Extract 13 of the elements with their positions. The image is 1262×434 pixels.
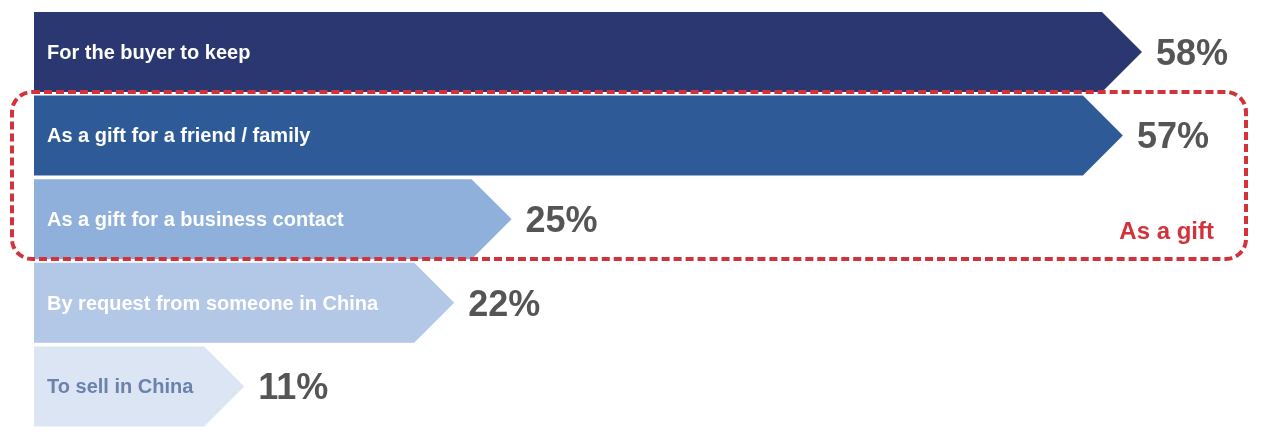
data-label: 25% (525, 198, 598, 240)
y-tick-label: By request from someone in China (47, 291, 380, 314)
data-label: 22% (468, 282, 541, 324)
y-tick-label: As a gift for a business contact (47, 208, 345, 230)
data-label: 57% (1136, 115, 1209, 157)
y-tick-label: As a gift for a friend / family (47, 124, 312, 147)
data-label: 58% (1156, 31, 1229, 73)
bar (34, 262, 455, 343)
data-label: 11% (258, 366, 329, 408)
y-tick-label: To sell in China (47, 375, 195, 398)
bar (34, 179, 512, 260)
annotation: As a gift (1119, 216, 1214, 245)
y-tick-label: For the buyer to keep (47, 40, 251, 63)
